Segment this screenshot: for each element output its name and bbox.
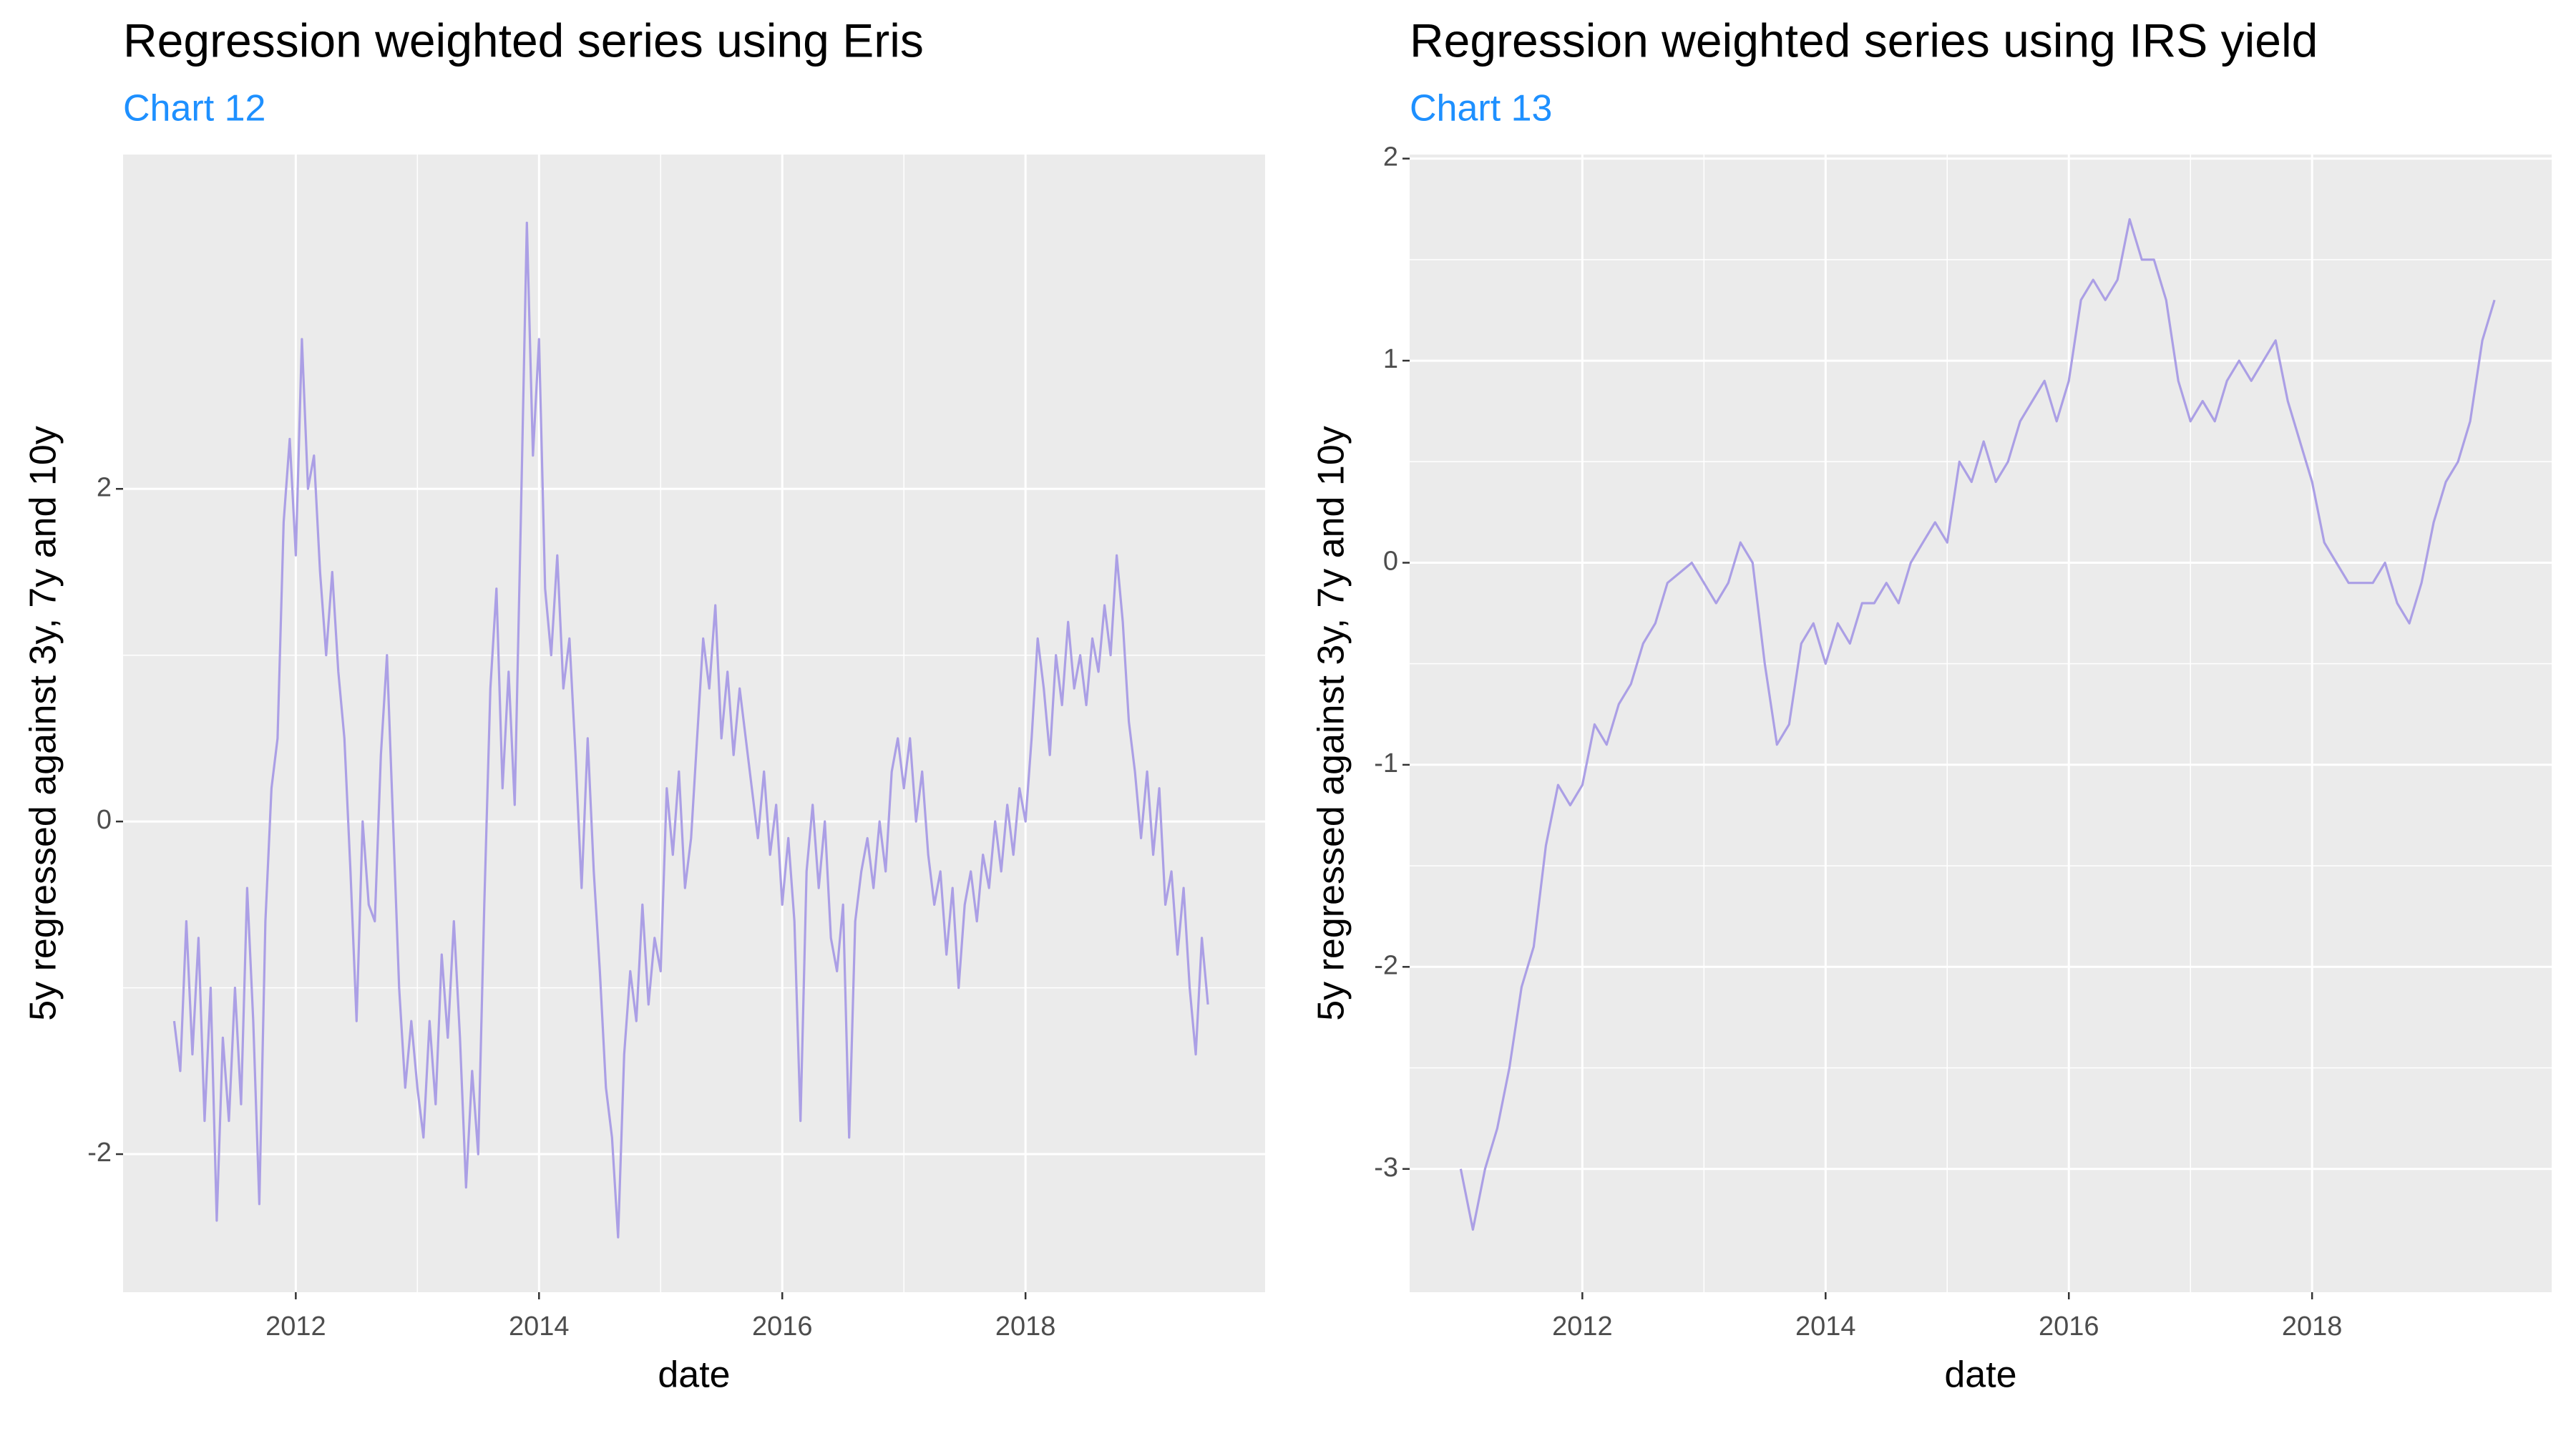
x-axis-title: date [1944,1354,2016,1396]
chart-title: Regression weighted series using Eris [123,14,924,67]
x-tick-label: 2014 [509,1312,570,1342]
chart-panel: Regression weighted series using Eris Cha… [23,14,1265,1396]
x-tick-label: 2014 [1795,1312,1856,1342]
y-tick-label: 2 [97,472,112,502]
x-axis-title: date [658,1354,730,1396]
y-tick-label: -2 [87,1138,112,1168]
x-tick-label: 2018 [2282,1312,2343,1342]
chart-title: Regression weighted series using IRS yie… [1410,14,2318,67]
data-line [1459,218,2496,1231]
chart-subtitle: Chart 12 [123,88,265,130]
plot-background [1410,155,2552,1292]
y-tick-label: -2 [1374,950,1398,980]
data-line [172,221,1209,1239]
y-tick-label: -1 [1374,748,1398,778]
y-tick-label: 2 [1383,142,1398,172]
y-tick-label: 0 [1383,547,1398,577]
x-tick-label: 2016 [2039,1312,2099,1342]
y-axis-title: 5y regressed against 3y, 7y and 10y [23,426,64,1021]
y-tick-label: -3 [1374,1153,1398,1183]
plot-background [123,155,1265,1292]
chart-panel: Regression weighted series using IRS yie… [1311,14,2552,1396]
x-tick-label: 2012 [265,1312,326,1342]
x-tick-label: 2012 [1552,1312,1613,1342]
chart-subtitle: Chart 13 [1410,88,1552,130]
x-tick-label: 2018 [995,1312,1056,1342]
y-axis-title: 5y regressed against 3y, 7y and 10y [1311,426,1352,1021]
y-tick-label: 1 [1383,344,1398,374]
x-tick-label: 2016 [752,1312,813,1342]
y-tick-label: 0 [97,805,112,835]
